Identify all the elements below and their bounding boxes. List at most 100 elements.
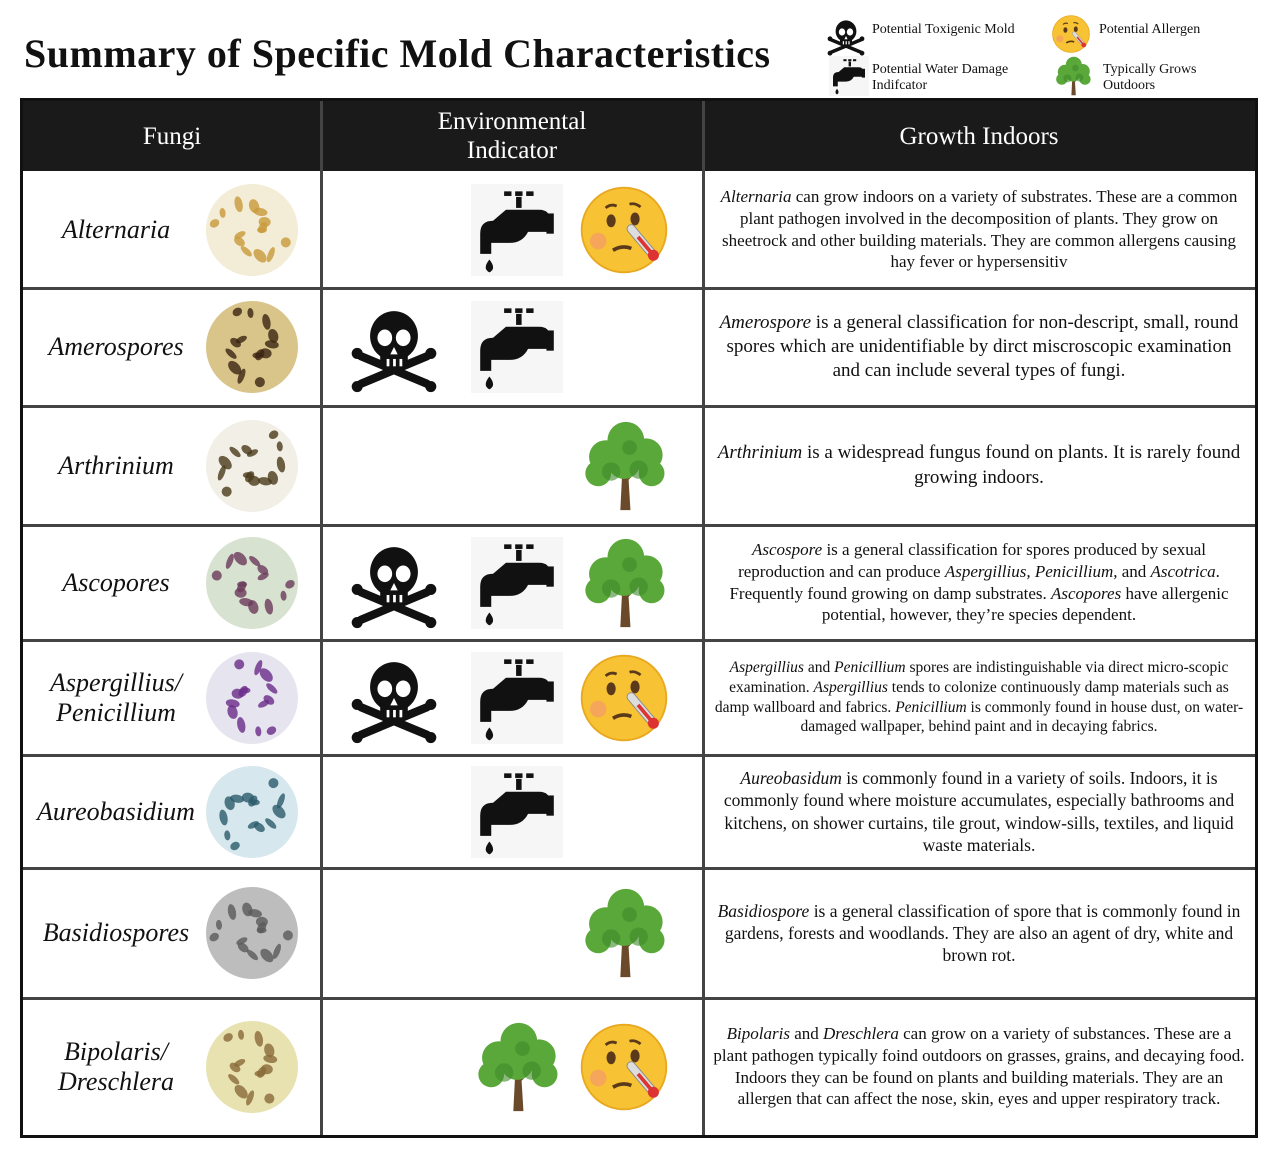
description: Alternaria can grow indoors on a variety… [713,171,1245,288]
italic-text: Amerospore [719,311,812,333]
outdoors-icon [585,421,665,510]
text: and [789,1024,823,1044]
description: Aureobasidum is commonly found in a vari… [713,755,1245,868]
outdoors-icon [585,538,665,627]
description: Bipolaris and Dreschlera can grow on a v… [713,998,1245,1135]
legend-label: Potential Water Damage Indifcator [872,62,1009,93]
fungus-image [206,1020,298,1113]
italic-text: Arthrinium [717,442,803,464]
text: is a general classification for non-desc… [726,311,1239,382]
allergen-icon [580,186,668,273]
water-icon [471,536,563,629]
allergen-icon [580,654,668,741]
fungus-image [206,651,298,744]
fungus-image [206,419,298,512]
legend-label: Potential Toxigenic Mold [872,22,1015,37]
outdoors-icon [1056,56,1091,96]
italic-text: Basidiospore [717,900,810,921]
fungus-name: Bipolaris/ Dreschlera [57,1036,174,1096]
description: Aspergillius and Penicillium spores are … [713,640,1245,755]
italic-text: Ascospore [752,540,823,560]
allergen-icon [580,1023,668,1110]
column-header: Fungi [23,101,321,171]
allergen-icon [1052,15,1090,53]
description-text: Alternaria can grow indoors on a variety… [713,186,1245,272]
italic-text: Penicillium [895,698,967,716]
italic-text: Ascotrica [1150,561,1216,581]
fungus-name: Amerospores [48,332,184,361]
description-text: Aureobasidum is commonly found in a vari… [713,767,1245,856]
row-divider [23,405,1255,408]
column-header: Environmental Indicator [321,101,703,171]
fungus-image [206,183,298,276]
water-icon [829,56,869,96]
description-text: Basidiospore is a general classification… [713,900,1245,967]
text: can grow indoors on a variety of substra… [722,187,1238,272]
italic-text: Aspergillius, Penicillium, [944,561,1118,581]
text: and [1117,561,1151,581]
text: and [803,659,835,677]
fungus-name: Aspergillius/ Penicillium [50,667,182,727]
description-text: Amerospore is a general classification f… [713,311,1245,383]
fungus-name: Basidiospores [42,918,190,947]
toxic-icon [827,20,865,56]
fungus-name: Alternaria [61,214,171,244]
italic-text: Aspergillius [729,659,804,677]
fungus-name: Aureobasidium [37,796,195,826]
text: have allergenic potential, however, they… [821,583,1229,625]
fungus-image [206,887,298,979]
description: Basidiospore is a general classification… [713,868,1245,998]
toxic-icon [351,661,437,743]
italic-text: Dreschlera [823,1024,899,1044]
row-divider [23,287,1255,290]
fungus-name: Ascopores [62,567,170,597]
water-icon [471,651,563,744]
description: Arthrinium is a widespread fungus found … [713,406,1245,525]
italic-text: Alternaria [720,187,792,207]
italic-text: Aureobasidum [740,768,842,789]
column-header: Growth Indoors [703,101,1255,171]
italic-text: Aspergillius [813,678,888,696]
toxic-icon [351,546,437,628]
water-icon [471,765,563,858]
text: is commonly found in house dust, on wate… [800,698,1244,736]
row-divider [23,997,1255,1000]
legend-label: Typically Grows Outdoors [1103,62,1197,93]
description: Amerospore is a general classification f… [713,288,1245,406]
fungus-image [206,536,298,629]
row-divider [23,867,1255,870]
outdoors-icon [478,1022,558,1111]
title: Summary of Specific Mold Characteristics [24,31,771,76]
column-divider [702,101,705,1135]
legend-label: Potential Allergen [1099,22,1201,37]
text: is a general classification of spore tha… [724,900,1241,966]
water-icon [471,183,563,276]
description: Ascospore is a general classification fo… [713,525,1245,640]
description-text: Ascospore is a general classification fo… [713,539,1245,625]
fungus-name: Arthrinium [58,450,174,480]
row-divider [23,639,1255,642]
italic-text: Bipolaris [726,1024,790,1044]
text: can grow on a variety of substances. The… [713,1024,1245,1109]
row-divider [23,754,1255,757]
text: is commonly found in a variety of soils.… [723,768,1235,855]
text: . Frequently found growing on damp subst… [729,561,1220,603]
italic-text: Penicillium [834,659,906,677]
fungus-image [206,765,298,858]
outdoors-icon [585,888,665,978]
table: Fungi Environmental Indicator Growth Indoo… [20,98,1258,1138]
text: spores are indistinguishable via direct … [729,659,1229,696]
column-divider [320,101,323,1135]
description-text: Aspergillius and Penicillium spores are … [713,658,1245,737]
row-divider [23,524,1255,527]
fungus-image [206,301,298,393]
description-text: Arthrinium is a widespread fungus found … [713,441,1245,489]
text: is a general classification for spores p… [738,540,1206,581]
toxic-icon [351,311,437,393]
description-text: Bipolaris and Dreschlera can grow on a v… [713,1023,1245,1109]
text: is a widespread fungus found on plants. … [802,442,1241,488]
italic-text: Ascopores [1051,583,1122,603]
water-icon [471,301,563,393]
text: tends to colonize continuously damp mate… [714,678,1229,716]
